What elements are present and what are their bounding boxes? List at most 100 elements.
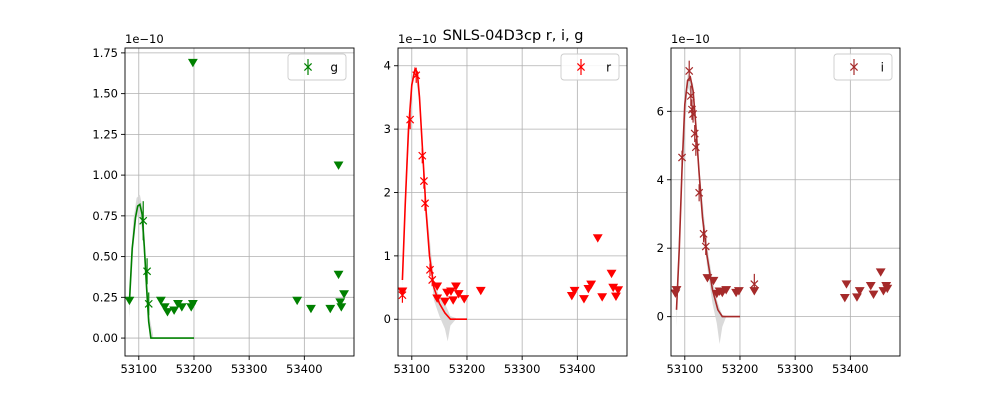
upper-limit-marker bbox=[336, 303, 347, 312]
upper-limit-marker bbox=[865, 282, 876, 291]
upper-limit-marker bbox=[611, 292, 621, 301]
upper-limit-marker bbox=[882, 284, 893, 294]
y-tick-label: 1.25 bbox=[92, 127, 118, 141]
upper-limit-marker bbox=[325, 304, 336, 314]
x-marker-stroke bbox=[418, 151, 427, 160]
x-tick-label: 53300 bbox=[504, 362, 541, 376]
axes-frame bbox=[670, 47, 901, 357]
upper-limit-marker bbox=[579, 295, 589, 304]
detection-point bbox=[690, 125, 699, 143]
x-marker-stroke bbox=[691, 143, 700, 152]
detection-point bbox=[139, 201, 148, 241]
y-tick-label: 2 bbox=[657, 241, 664, 255]
x-tick-label: 53200 bbox=[176, 362, 213, 376]
upper-limit-marker bbox=[169, 306, 180, 315]
y-tick-label: 0.50 bbox=[92, 250, 118, 264]
legend-frame bbox=[833, 53, 893, 81]
figure-title: SNLS-04D3cp r, i, g bbox=[443, 28, 584, 44]
legend-x-marker bbox=[849, 62, 859, 72]
upper-limit-marker bbox=[432, 294, 443, 303]
x-tick-label: 53200 bbox=[449, 362, 486, 376]
detection-point bbox=[699, 225, 708, 243]
detection-point bbox=[428, 273, 437, 287]
upper-limit-marker bbox=[453, 290, 464, 299]
upper-limit-marker bbox=[592, 234, 603, 243]
detection-point bbox=[701, 237, 710, 256]
x-marker-stroke bbox=[421, 199, 430, 208]
detection-point bbox=[412, 67, 421, 83]
detection-point bbox=[425, 263, 435, 277]
y-tick-label: 3 bbox=[384, 122, 391, 136]
upper-limit-marker bbox=[854, 287, 865, 296]
model-line bbox=[675, 75, 740, 318]
x-tick-label: 53300 bbox=[777, 362, 814, 376]
axes-frame bbox=[124, 47, 355, 357]
detection-point bbox=[144, 292, 153, 316]
upper-limit-marker bbox=[569, 286, 580, 296]
upper-limit-marker bbox=[708, 276, 719, 286]
upper-limit-marker bbox=[125, 296, 135, 306]
upper-limit-marker bbox=[335, 298, 346, 307]
detection-point bbox=[685, 60, 694, 82]
upper-limit-marker bbox=[613, 286, 624, 295]
plot-area bbox=[398, 65, 624, 342]
axes-frame bbox=[397, 47, 628, 357]
legend: i bbox=[833, 53, 893, 81]
y-tick-label: 0 bbox=[384, 312, 391, 326]
y-tick-label: 0.25 bbox=[92, 290, 118, 304]
model-line bbox=[128, 202, 194, 339]
panel-i: 53100 53200 53300 53400 0 2 4 6 1e−10 i bbox=[657, 32, 901, 376]
detection-point bbox=[406, 110, 415, 130]
upper-limit-marker bbox=[448, 296, 459, 305]
x-marker-stroke bbox=[425, 265, 435, 274]
y-tick-label: 1.75 bbox=[92, 46, 118, 60]
x-marker-stroke bbox=[412, 71, 421, 80]
upper-limit-marker bbox=[606, 269, 617, 279]
x-marker-stroke bbox=[686, 91, 695, 100]
upper-limit-marker bbox=[868, 290, 879, 299]
upper-limit-marker bbox=[187, 58, 198, 68]
upper-limit-marker bbox=[446, 287, 456, 296]
x-tick-label: 53400 bbox=[286, 362, 323, 376]
detection-point bbox=[678, 150, 687, 165]
plot-area bbox=[125, 58, 349, 339]
y-tick-label: 4 bbox=[657, 173, 664, 187]
upper-limit-marker bbox=[339, 290, 349, 299]
upper-limit-marker bbox=[333, 161, 344, 170]
x-marker-stroke bbox=[678, 153, 687, 162]
axis-offset-label: 1e−10 bbox=[125, 32, 164, 46]
y-tick-label: 1.00 bbox=[92, 168, 118, 182]
x-tick-label: 53100 bbox=[120, 362, 157, 376]
x-tick-label: 53400 bbox=[832, 362, 869, 376]
upper-limit-marker bbox=[733, 287, 744, 296]
y-tick-label: 2 bbox=[384, 185, 391, 199]
x-tick-label: 53100 bbox=[666, 362, 703, 376]
x-marker-stroke bbox=[750, 280, 759, 289]
plot-area bbox=[671, 60, 893, 344]
upper-limit-marker bbox=[162, 308, 173, 317]
legend-x-marker bbox=[576, 62, 586, 72]
detection-point bbox=[421, 195, 430, 211]
upper-limit-marker bbox=[749, 287, 760, 296]
x-tick-label: 53200 bbox=[722, 362, 759, 376]
y-tick-label: 1.50 bbox=[92, 87, 118, 101]
detection-point bbox=[691, 138, 700, 156]
legend-frame bbox=[560, 53, 620, 81]
upper-limit-marker bbox=[839, 294, 850, 303]
detection-point bbox=[419, 173, 428, 189]
axis-offset-label: 1e−10 bbox=[671, 32, 710, 46]
x-marker-stroke bbox=[419, 177, 428, 186]
upper-limit-marker bbox=[432, 282, 443, 291]
x-marker-stroke bbox=[695, 188, 704, 197]
upper-limit-marker bbox=[459, 295, 470, 304]
x-marker-stroke bbox=[143, 267, 152, 276]
y-tick-label: 0.75 bbox=[92, 209, 118, 223]
detection-point bbox=[418, 148, 427, 164]
x-marker-stroke bbox=[139, 216, 148, 225]
x-marker-stroke bbox=[144, 299, 153, 308]
x-marker-stroke bbox=[685, 66, 694, 75]
legend-label: i bbox=[881, 61, 884, 75]
x-marker-stroke bbox=[406, 115, 415, 124]
panel-g: 53100 53200 53300 53400 0.00 0.25 0.50 0.75 1.00… bbox=[92, 32, 355, 376]
